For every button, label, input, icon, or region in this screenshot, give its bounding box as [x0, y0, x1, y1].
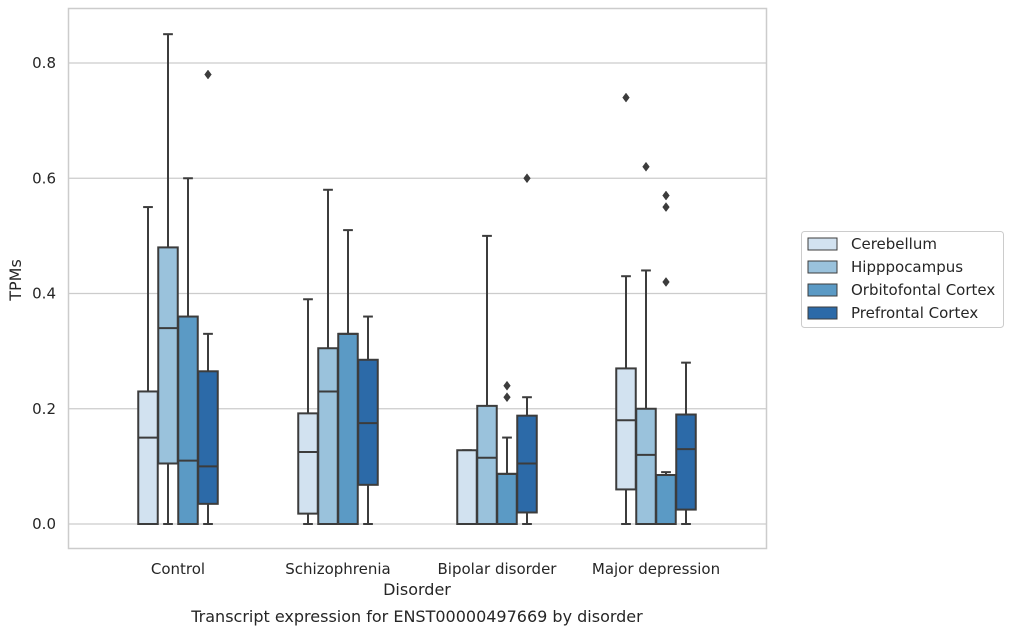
box-2-2 [496, 380, 518, 525]
outlier-point [503, 392, 511, 403]
legend-label: Prefrontal Cortex [851, 304, 978, 322]
x-tick-label: Bipolar disorder [438, 560, 558, 578]
box-1-2 [476, 234, 498, 525]
outlier-point [523, 173, 531, 184]
y-tick-label: 0.6 [32, 169, 56, 187]
chart-caption: Transcript expression for ENST0000049766… [190, 607, 643, 626]
outlier-point [662, 202, 670, 212]
legend-item: Prefrontal Cortex [807, 304, 978, 322]
x-tick-label: Major depression [592, 560, 720, 578]
legend-item: Orbitofontal Cortex [807, 281, 995, 299]
outlier-point [642, 161, 650, 172]
box-2-0 [177, 177, 199, 525]
iqr-box [496, 472, 518, 525]
iqr-box [297, 412, 319, 515]
iqr-box [177, 315, 199, 525]
iqr-box [137, 390, 159, 525]
box-1-3 [635, 161, 657, 525]
iqr-box [317, 347, 339, 525]
iqr-box [615, 367, 637, 491]
y-tick-labels: 0.0 0.2 0.4 0.6 0.8 [32, 54, 56, 533]
box-0-1 [297, 298, 319, 525]
plot-frame [67, 7, 768, 550]
y-tick-label: 0.8 [32, 54, 56, 72]
legend-swatch [807, 237, 838, 251]
iqr-box [655, 474, 677, 525]
iqr-box [197, 370, 219, 505]
iqr-box [337, 332, 359, 525]
iqr-box [635, 407, 657, 525]
box-0-3 [615, 92, 637, 525]
y-tick-label: 0.4 [32, 285, 56, 303]
iqr-box [456, 449, 478, 525]
legend-item: Cerebellum [807, 235, 937, 253]
box-groups [137, 33, 697, 525]
iqr-box [157, 246, 179, 465]
box-3-3 [675, 361, 697, 525]
y-tick-label: 0.0 [32, 515, 56, 533]
box-1-1 [317, 188, 339, 525]
box-3-0 [197, 69, 219, 525]
x-tick-label: Control [151, 560, 205, 578]
box-1-0 [157, 33, 179, 525]
legend-swatch [807, 260, 838, 274]
box-3-1 [357, 315, 379, 525]
outlier-point [662, 190, 670, 201]
outlier-point [503, 380, 511, 391]
legend-items: Cerebellum Hipppocampus Orbitofontal Corte… [807, 235, 995, 322]
legend-label: Hipppocampus [851, 258, 963, 276]
iqr-box [675, 413, 697, 511]
y-tick-label: 0.2 [32, 400, 56, 418]
box-0-2 [456, 449, 478, 525]
iqr-box [476, 404, 498, 525]
x-axis-label: Disorder [383, 580, 451, 599]
legend: Cerebellum Hipppocampus Orbitofontal Corte… [801, 231, 1004, 328]
legend-item: Hipppocampus [807, 258, 963, 276]
x-tick-labels: Control Schizophrenia Bipolar disorder Majo… [151, 560, 720, 578]
outlier-point [204, 69, 212, 80]
legend-label: Cerebellum [851, 235, 937, 253]
legend-frame [801, 231, 1004, 328]
box-2-1 [337, 229, 359, 525]
box-2-3 [655, 190, 677, 525]
legend-label: Orbitofontal Cortex [851, 281, 995, 299]
outlier-point [662, 277, 670, 287]
x-tick-label: Schizophrenia [285, 560, 390, 578]
legend-swatch [807, 283, 838, 297]
box-0-0 [137, 206, 159, 525]
outlier-point [622, 92, 630, 103]
legend-swatch [807, 306, 838, 320]
y-axis-label: TPMs [6, 259, 25, 302]
box-3-2 [516, 173, 538, 525]
